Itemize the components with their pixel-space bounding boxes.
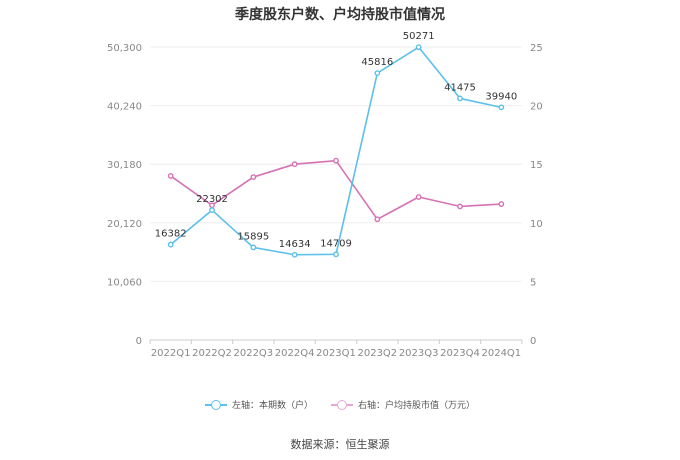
- y-right-tick-label: 15: [530, 160, 543, 171]
- data-label-holders: 45816: [361, 57, 393, 68]
- data-label-holders: 50271: [403, 31, 435, 42]
- data-point-holders: [291, 251, 298, 258]
- y-left-tick-label: 50,300: [107, 43, 142, 54]
- data-point-holders: [167, 241, 174, 248]
- data-point-holders: [333, 251, 339, 258]
- legend-marker-holders-icon: [204, 399, 227, 411]
- y-left-tick-label: 30,180: [107, 160, 142, 171]
- y-right-tick-label: 5: [530, 277, 536, 288]
- x-tick-label: 2022Q4: [275, 348, 315, 359]
- data-point-holders: [457, 95, 463, 102]
- data-point-avg-value: [250, 174, 257, 180]
- chart-title: 季度股东户数、户均持股市值情况: [235, 7, 445, 23]
- data-label-holders: 41475: [444, 82, 476, 93]
- x-tick-label: 2022Q3: [233, 348, 273, 359]
- x-tick-label: 2023Q3: [399, 348, 439, 359]
- data-point-avg-value: [415, 194, 422, 200]
- data-point-avg-value: [457, 203, 463, 210]
- data-point-holders: [209, 207, 215, 213]
- legend-marker-avg-value-icon: [331, 399, 353, 411]
- data-point-avg-value: [167, 173, 174, 179]
- series-line-holders: [170, 46, 502, 256]
- data-point-holders: [374, 70, 381, 77]
- data-label-holders: 14709: [320, 238, 352, 249]
- legend-item-avg-value[interactable]: 右轴：户均持股市值（万元）: [331, 398, 475, 411]
- y-left-tick-label: 10,060: [107, 277, 142, 288]
- x-tick-label: 2022Q1: [151, 348, 191, 359]
- y-right-tick-label: 0: [530, 336, 536, 347]
- y-left-tick-label: 40,240: [107, 102, 142, 113]
- series-line-avg-value: [170, 159, 502, 221]
- data-point-avg-value: [374, 216, 381, 223]
- y-right-tick-label: 20: [530, 102, 543, 113]
- legend-label-holders: 左轴：本期数（户）: [231, 401, 313, 411]
- y-right-tick-label: 10: [530, 219, 543, 230]
- x-tick-label: 2023Q1: [316, 348, 356, 359]
- data-label-holders: 14634: [279, 239, 311, 250]
- data-label-holders: 16382: [155, 229, 187, 240]
- y-left-tick-label: 0: [136, 336, 142, 347]
- data-point-avg-value: [291, 161, 298, 168]
- x-tick-label: 2023Q4: [440, 348, 480, 359]
- legend-label-avg-value: 右轴：户均持股市值（万元）: [358, 401, 476, 411]
- data-label-holders: 39940: [485, 91, 517, 102]
- data-source: 数据来源：恒生聚源: [290, 438, 390, 451]
- data-point-holders: [415, 44, 422, 51]
- y-right-tick-label: 25: [530, 43, 543, 54]
- data-point-avg-value: [333, 157, 339, 164]
- data-point-holders: [250, 244, 257, 251]
- legend: 左轴：本期数（户） 右轴：户均持股市值（万元）: [0, 398, 680, 411]
- x-tick-label: 2024Q1: [481, 348, 521, 359]
- y-left-tick-label: 20,120: [107, 219, 142, 230]
- data-label-holders: 15895: [237, 231, 269, 242]
- legend-item-holders[interactable]: 左轴：本期数（户）: [204, 398, 313, 411]
- data-label-holders: 22302: [196, 194, 228, 205]
- x-tick-label: 2023Q2: [357, 348, 397, 359]
- data-point-holders: [498, 104, 505, 111]
- data-point-avg-value: [498, 201, 505, 207]
- x-tick-label: 2022Q2: [192, 348, 232, 359]
